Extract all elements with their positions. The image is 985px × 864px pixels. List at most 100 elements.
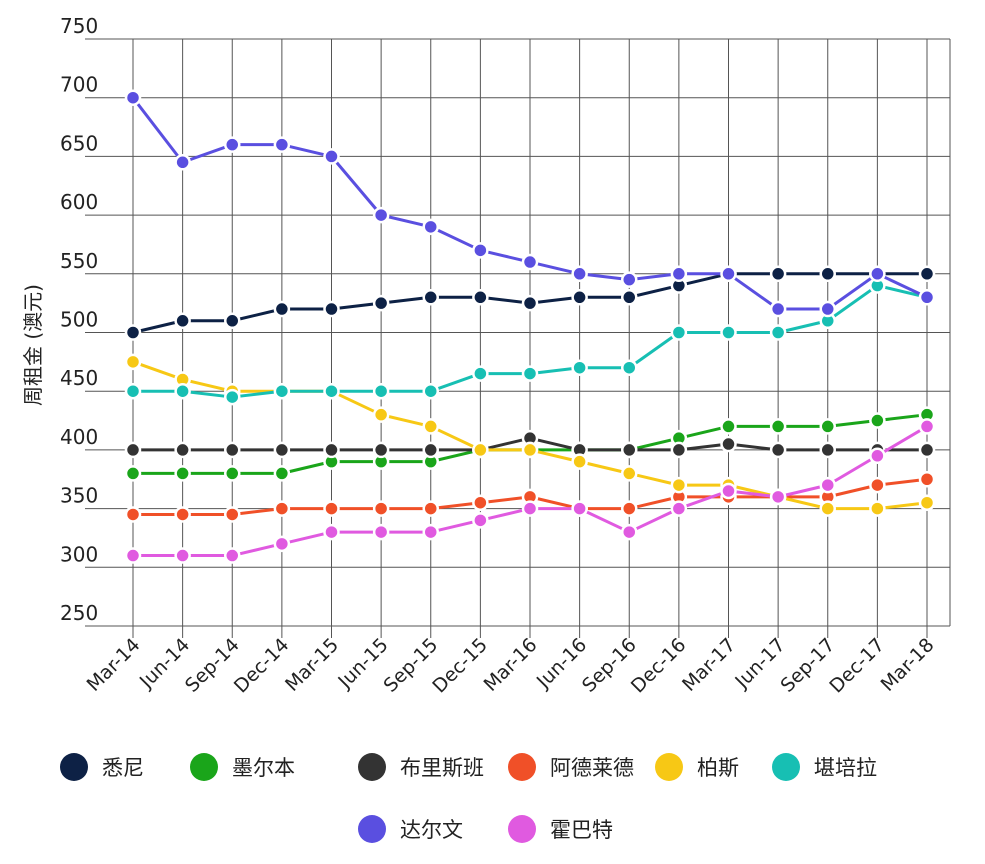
y-tick-label: 600 <box>60 190 98 214</box>
data-point <box>769 300 787 318</box>
data-point <box>273 500 291 517</box>
data-point <box>472 242 489 259</box>
data-point <box>323 300 340 318</box>
data-point <box>521 294 539 312</box>
data-point <box>621 500 638 517</box>
data-point <box>224 136 241 153</box>
data-point <box>869 500 886 517</box>
data-point <box>372 406 390 423</box>
data-point <box>472 441 489 459</box>
data-point <box>124 506 142 523</box>
data-point <box>273 441 291 459</box>
data-point <box>224 312 241 330</box>
data-point <box>372 523 390 541</box>
data-point <box>323 441 340 459</box>
data-point <box>521 365 539 382</box>
data-point <box>124 382 142 400</box>
series-1 <box>124 265 936 341</box>
series-6 <box>124 277 936 406</box>
data-point <box>372 206 390 224</box>
data-point <box>819 476 836 494</box>
data-point <box>769 418 787 435</box>
data-point <box>869 476 886 494</box>
y-tick-label: 450 <box>60 366 98 390</box>
data-point <box>521 441 539 459</box>
data-point <box>124 324 142 341</box>
data-point <box>224 441 241 459</box>
data-point <box>124 441 142 459</box>
data-point <box>224 506 241 523</box>
data-point <box>273 382 291 400</box>
y-tick-label: 350 <box>60 484 98 508</box>
data-point <box>521 253 539 271</box>
data-point <box>323 382 340 400</box>
data-point <box>472 365 489 382</box>
data-point <box>273 535 291 553</box>
x-tick-label: Mar-16 <box>480 634 542 696</box>
data-point <box>124 89 142 106</box>
data-point <box>124 353 142 371</box>
x-axis-ticks: Mar-14Jun-14Sep-14Dec-14Mar-15Jun-15Sep-… <box>83 634 939 698</box>
data-point <box>720 265 737 283</box>
data-point <box>224 547 241 564</box>
data-point <box>869 265 886 283</box>
y-axis-ticks: 250 300 350 400 450 500 550 600 650 700 750 <box>60 14 98 625</box>
y-tick-label: 650 <box>60 131 98 155</box>
data-point <box>670 476 688 494</box>
data-point <box>372 500 390 517</box>
data-point <box>720 482 737 500</box>
data-point <box>372 294 390 312</box>
y-tick-label: 400 <box>60 425 98 449</box>
data-point <box>124 547 142 564</box>
data-point <box>521 500 539 517</box>
data-point <box>273 300 291 318</box>
x-tick-label: Mar-18 <box>877 634 939 696</box>
data-point <box>571 359 588 376</box>
data-point <box>621 289 638 306</box>
data-point <box>769 324 787 341</box>
x-tick-label: Dec-17 <box>825 634 889 698</box>
data-point <box>918 418 936 435</box>
data-point <box>769 265 787 283</box>
data-point <box>819 265 836 283</box>
y-tick-label: 500 <box>60 308 98 332</box>
data-point <box>621 441 638 459</box>
data-point <box>174 154 191 171</box>
data-point <box>422 523 439 541</box>
data-point <box>869 412 886 429</box>
data-point <box>670 265 688 283</box>
data-point <box>174 382 191 400</box>
grid <box>85 38 951 638</box>
data-point <box>174 465 191 482</box>
data-point <box>372 382 390 400</box>
data-point <box>174 506 191 523</box>
y-tick-label: 550 <box>60 249 98 273</box>
data-point <box>422 218 439 236</box>
data-point <box>174 441 191 459</box>
data-point <box>273 136 291 153</box>
data-point <box>224 388 241 406</box>
data-point <box>571 453 588 470</box>
y-axis-label: 周租金 (澳元) <box>21 284 45 406</box>
data-point <box>323 523 340 541</box>
x-tick-label: Mar-15 <box>281 634 343 696</box>
data-point <box>621 523 638 541</box>
data-point <box>323 500 340 517</box>
data-point <box>422 500 439 517</box>
data-point <box>918 441 936 459</box>
data-point <box>273 465 291 482</box>
data-point <box>472 512 489 529</box>
data-point <box>124 465 142 482</box>
data-point <box>720 418 737 435</box>
data-point <box>819 418 836 435</box>
data-point <box>918 265 936 283</box>
x-tick-label: Mar-14 <box>83 634 145 696</box>
data-point <box>819 300 836 318</box>
series-lines <box>124 89 936 564</box>
y-tick-label: 750 <box>60 14 98 38</box>
data-point <box>918 289 936 306</box>
data-point <box>869 447 886 465</box>
data-point <box>720 435 737 453</box>
data-point <box>174 312 191 330</box>
